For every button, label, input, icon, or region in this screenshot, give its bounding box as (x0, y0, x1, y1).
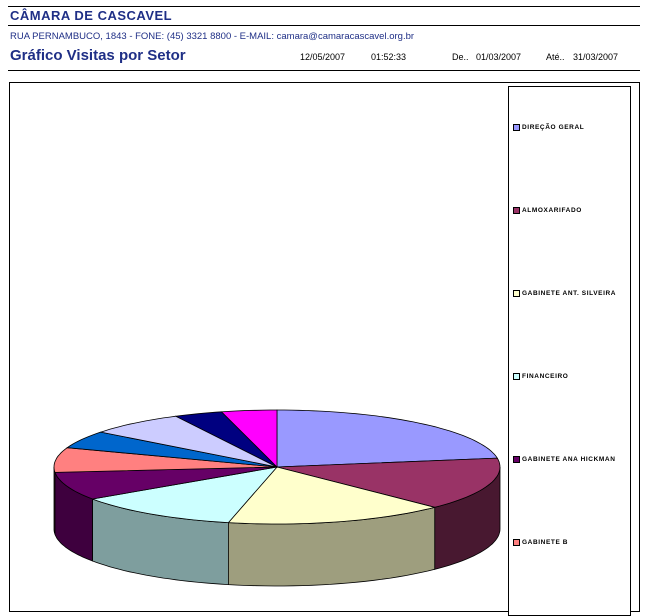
org-rule (8, 25, 640, 26)
legend-item: DIREÇÃO GERAL (513, 122, 584, 132)
pie-slice (174, 411, 278, 468)
title-rule (8, 70, 640, 71)
legend-swatch (513, 455, 520, 463)
legend-label: GABINETE B (522, 538, 569, 546)
pie-slice (53, 447, 278, 473)
address-line: RUA PERNAMBUCO, 1843 - FONE: (45) 3321 8… (10, 31, 415, 42)
legend-label: GABINETE ANA HICKMAN (522, 455, 616, 463)
from-date: 01/03/2007 (476, 52, 522, 62)
legend-swatch (513, 123, 520, 131)
legend-label: FINANCEIRO (522, 372, 569, 380)
legend-swatch (513, 372, 520, 380)
pie-slice (66, 431, 278, 468)
top-rule (8, 6, 640, 7)
report-date: 12/05/2007 (300, 52, 346, 62)
org-name: CÂMARA DE CASCAVEL (10, 8, 173, 23)
legend-item: GABINETE ANA HICKMAN (513, 454, 616, 464)
pie-slice (91, 466, 279, 524)
legend-item: FINANCEIRO (513, 371, 568, 381)
pie-slice (276, 409, 499, 468)
pie-slice (100, 415, 278, 468)
pie-slice (227, 466, 435, 525)
report-time: 01:52:33 (371, 52, 407, 62)
legend-item: ALMOXARIFADO (513, 205, 582, 215)
legend-item: GABINETE B (513, 537, 568, 547)
legend-swatch (513, 289, 520, 297)
from-label: De.. (452, 52, 469, 62)
legend-label: ALMOXARIFADO (522, 206, 582, 214)
legend-label: DIREÇÃO GERAL (522, 123, 585, 131)
legend-item: GABINETE ANT. SILVEIRA (513, 288, 616, 298)
legend-label: GABINETE ANT. SILVEIRA (522, 289, 617, 297)
pie-slice (220, 409, 278, 468)
legend: DIREÇÃO GERAL ALMOXARIFADO GABINETE ANT.… (508, 86, 631, 616)
legend-swatch (513, 206, 520, 214)
legend-swatch (513, 538, 520, 546)
to-label: Até.. (546, 52, 565, 62)
pie-slice (54, 466, 278, 500)
pie-chart (53, 409, 501, 587)
pie-slice (276, 457, 501, 508)
report-title: Gráfico Visitas por Setor (10, 47, 186, 64)
to-date: 31/03/2007 (573, 52, 619, 62)
